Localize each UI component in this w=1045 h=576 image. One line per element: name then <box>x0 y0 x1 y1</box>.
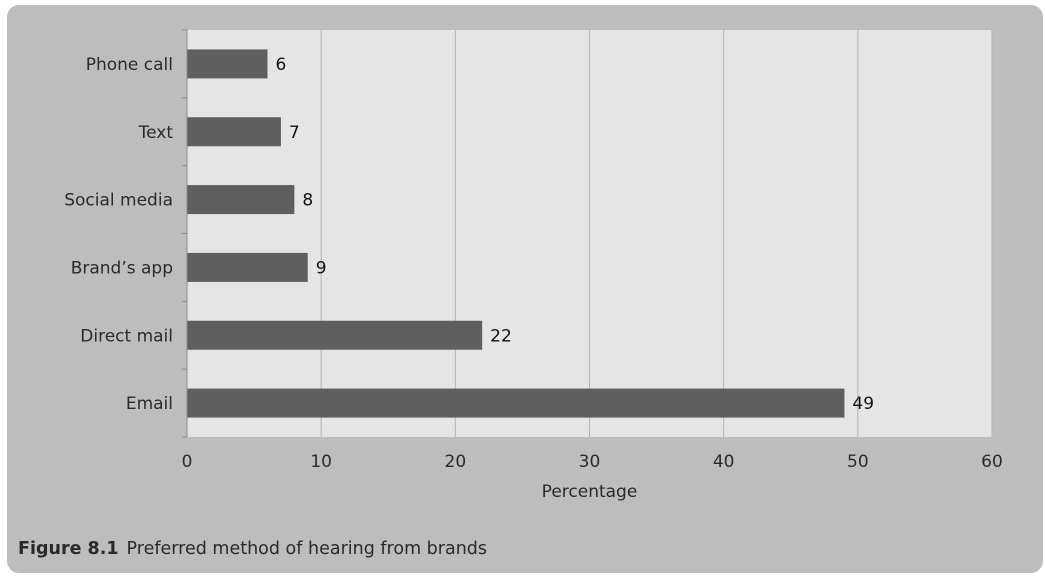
category-label: Text <box>138 123 174 143</box>
bar <box>187 49 268 79</box>
category-label: Email <box>126 394 173 414</box>
x-axis-label: Percentage <box>542 482 638 502</box>
category-label: Social media <box>64 191 173 211</box>
bar-value-label: 22 <box>490 326 512 346</box>
bar-chart: 6 7 8 9 22 49 Phone call Text Social media Brand… <box>64 29 1003 502</box>
bar-value-label: 7 <box>289 123 300 143</box>
bar-value-label: 9 <box>316 258 327 278</box>
bar <box>187 185 295 215</box>
gridlines <box>320 30 993 437</box>
bar <box>187 320 483 350</box>
bar <box>187 252 308 282</box>
figure-number: Figure 8.1 <box>18 539 119 559</box>
bar <box>187 117 281 147</box>
bars <box>187 49 845 418</box>
x-tick-label: 30 <box>579 452 601 472</box>
x-tick-label: 20 <box>445 452 467 472</box>
x-tick-label: 0 <box>182 452 193 472</box>
category-label: Brand’s app <box>71 258 173 278</box>
figure-caption-text: Preferred method of hearing from brands <box>126 539 488 559</box>
data-labels: 6 7 8 9 22 49 <box>276 55 875 414</box>
x-tick-label: 10 <box>310 452 332 472</box>
x-tick-label: 60 <box>981 452 1003 472</box>
figure-panel: 6 7 8 9 22 49 Phone call Text Social media Brand… <box>7 5 1043 573</box>
bar-value-label: 49 <box>852 394 874 414</box>
category-labels: Phone call Text Social media Brand’s app Dir… <box>64 55 173 414</box>
bar-value-label: 8 <box>302 191 313 211</box>
category-label: Direct mail <box>80 326 173 346</box>
x-tick-label: 40 <box>713 452 735 472</box>
y-axis <box>182 29 188 438</box>
bar-value-label: 6 <box>276 55 287 75</box>
x-tick-label: 50 <box>847 452 869 472</box>
bar <box>187 388 845 418</box>
category-label: Phone call <box>86 55 173 75</box>
figure-caption: Figure 8.1 Preferred method of hearing fr… <box>18 539 487 559</box>
x-tick-labels: 0 10 20 30 40 50 60 <box>182 452 1003 472</box>
